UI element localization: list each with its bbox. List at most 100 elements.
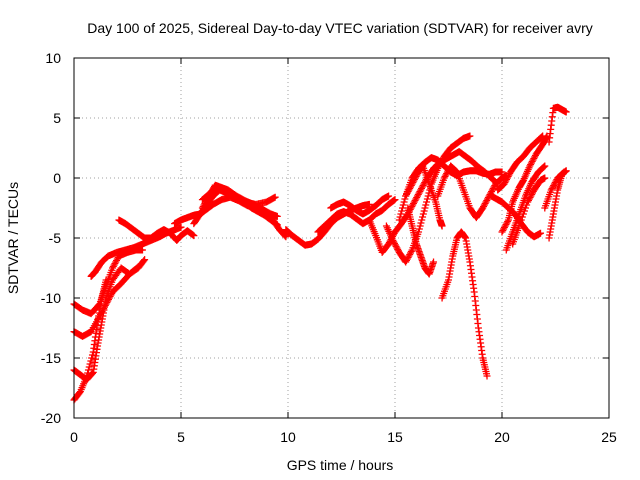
data-point: [482, 198, 490, 206]
data-point: [489, 185, 497, 192]
data-point: [365, 200, 373, 208]
data-point: [109, 263, 117, 270]
data-point: [88, 351, 96, 359]
data-point: [527, 192, 535, 200]
data-point: [562, 108, 570, 116]
data-point: [525, 195, 533, 203]
series-arc25: [509, 174, 549, 248]
data-point: [281, 232, 289, 240]
data-point: [107, 291, 115, 299]
data-point: [527, 159, 535, 167]
x-tick-label: 5: [177, 429, 185, 445]
data-point: [414, 191, 422, 198]
data-point: [442, 171, 450, 179]
data-point: [140, 257, 148, 265]
data-point: [394, 245, 402, 253]
y-tick-labels: 10 5 0 -5 -10 -15 -20: [41, 50, 61, 426]
series-arc6: [115, 216, 198, 244]
data-point: [520, 207, 528, 215]
data-point: [86, 360, 94, 368]
data-point: [515, 222, 523, 230]
data-point: [403, 255, 411, 263]
x-tick-label: 15: [387, 429, 403, 445]
y-tick-label: 5: [53, 110, 61, 126]
series-arc12: [314, 196, 399, 236]
data-point: [423, 195, 431, 203]
data-point: [113, 257, 121, 264]
data-point: [102, 276, 110, 284]
data-point: [393, 244, 401, 252]
data-point: [504, 218, 512, 225]
data-point: [500, 224, 508, 231]
data-point: [505, 171, 513, 179]
data-point: [399, 201, 407, 209]
data-point: [541, 162, 549, 170]
data-point: [552, 177, 560, 185]
data-point: [419, 182, 427, 189]
data-point: [385, 192, 393, 200]
data-point: [88, 354, 96, 362]
data-point: [502, 221, 510, 228]
data-point: [480, 203, 488, 210]
data-point: [104, 297, 112, 305]
data-point: [424, 192, 432, 200]
data-point: [407, 249, 415, 257]
data-point: [407, 248, 415, 255]
data-point: [406, 185, 414, 192]
data-point: [391, 241, 399, 249]
data-point: [412, 195, 420, 203]
data-point: [517, 216, 525, 224]
data-point: [503, 219, 511, 227]
x-tick-label: 10: [280, 429, 296, 445]
x-axis-label: GPS time / hours: [287, 457, 394, 473]
series-arc20: [438, 228, 491, 380]
data-point: [84, 369, 92, 377]
data-point: [400, 198, 408, 206]
data-point: [404, 188, 412, 195]
data-point: [101, 302, 109, 309]
data-point: [419, 210, 427, 218]
data-point: [411, 197, 419, 204]
data-point: [440, 174, 448, 182]
data-point: [562, 167, 570, 175]
data-point: [516, 219, 524, 227]
data-point: [407, 183, 415, 191]
data-point: [396, 213, 404, 221]
chart-title: Day 100 of 2025, Sidereal Day-to-day VTE…: [87, 20, 593, 36]
data-point: [503, 174, 511, 182]
data-point: [547, 186, 555, 194]
data-point: [106, 293, 114, 300]
data-point: [417, 186, 425, 194]
data-point: [402, 192, 410, 200]
data-point: [413, 192, 421, 200]
data-point: [500, 225, 508, 233]
data-point: [408, 203, 416, 210]
data-point: [438, 222, 446, 230]
data-point: [531, 153, 539, 161]
series-arc18: [404, 204, 438, 278]
data-point: [423, 198, 431, 206]
data-point: [403, 189, 411, 197]
data-point: [390, 238, 398, 246]
data-point: [397, 210, 405, 218]
data-point: [420, 207, 428, 215]
data-point: [273, 221, 281, 229]
data-point: [111, 260, 119, 267]
data-point: [407, 182, 415, 189]
data-point: [85, 363, 93, 371]
data-point: [404, 254, 412, 261]
data-point: [391, 196, 399, 204]
data-point: [539, 164, 547, 171]
data-point: [395, 216, 403, 224]
data-point: [87, 357, 95, 365]
ticks: [73, 57, 610, 419]
data-point: [524, 198, 532, 206]
data-point: [392, 242, 400, 250]
data-point: [417, 185, 425, 192]
data-point: [271, 193, 279, 201]
data-point: [537, 229, 545, 237]
data-point: [526, 194, 534, 201]
y-tick-label: -15: [41, 350, 61, 366]
series-arc17: [402, 162, 446, 230]
